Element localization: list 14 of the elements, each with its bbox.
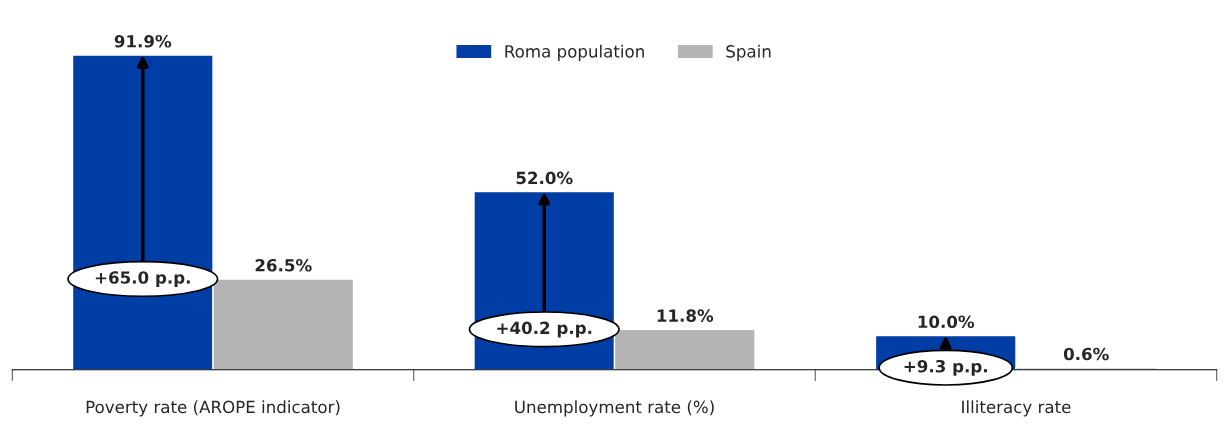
legend-label: Roma population xyxy=(505,44,644,61)
data-label: 26.5% xyxy=(255,258,312,272)
data-label: 10.0% xyxy=(918,315,975,329)
x-tick-label: Unemployment rate (%) xyxy=(515,400,714,417)
data-label: 91.9% xyxy=(114,34,172,48)
data-label: 11.8% xyxy=(657,309,714,322)
annotation: +9.3 p.p. xyxy=(904,359,987,376)
x-tick-label: Poverty rate (AROPE indicator) xyxy=(86,400,340,417)
annotation: +40.2 p.p. xyxy=(497,321,592,338)
data-label: 52.0% xyxy=(516,171,573,185)
data-label: 0.6% xyxy=(1063,347,1109,361)
x-tick-label: Illiteracy rate xyxy=(962,400,1071,417)
legend-label: Spain xyxy=(726,44,771,61)
annotation: +65.0 p.p. xyxy=(95,271,190,288)
